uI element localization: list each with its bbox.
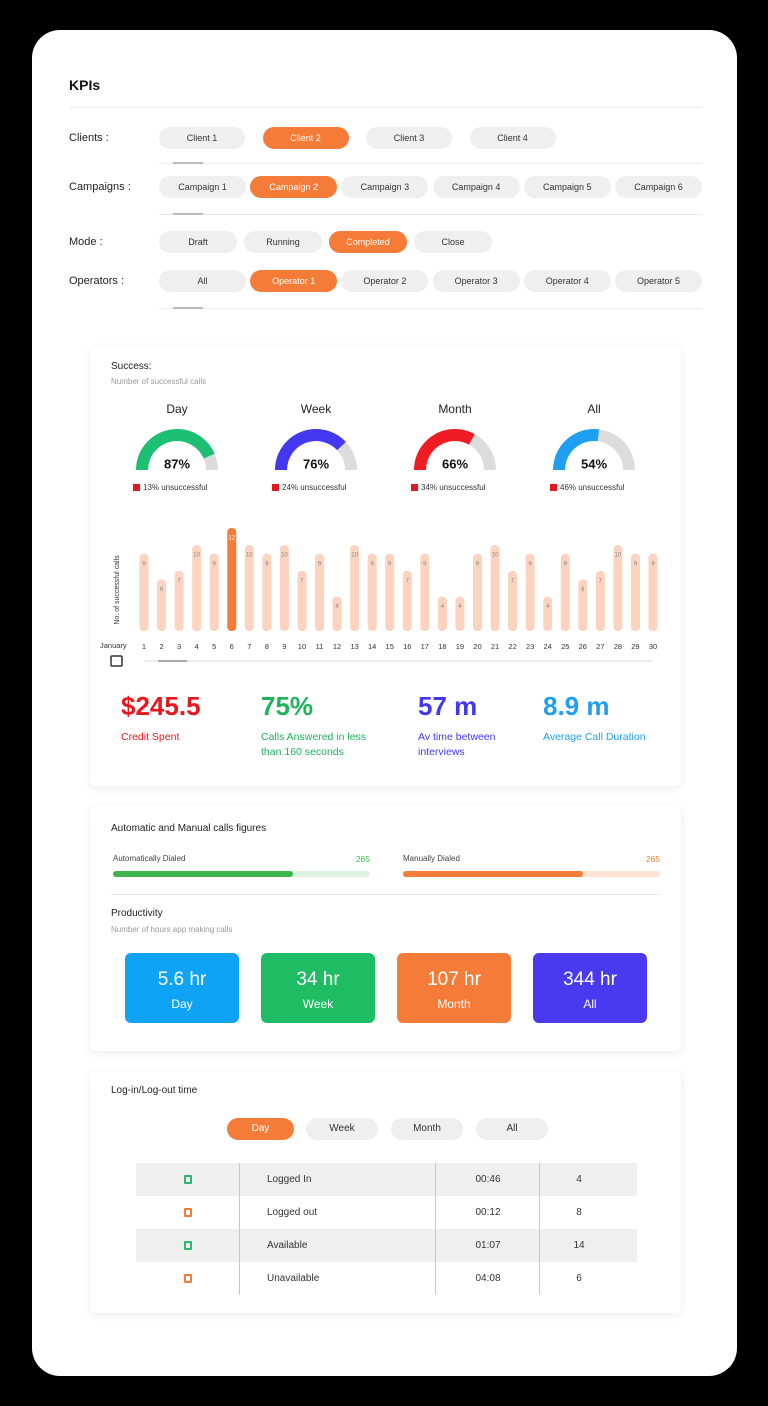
filter-pill[interactable]: Campaign 6 — [615, 176, 702, 198]
stat-label: Calls Answered in less than 160 seconds — [261, 731, 367, 758]
divider — [69, 107, 702, 108]
filter-pill[interactable]: Client 2 — [262, 127, 349, 149]
filter-pill[interactable]: Close — [414, 231, 492, 253]
divider — [159, 308, 702, 309]
filter-pill[interactable]: Campaign 3 — [341, 176, 429, 198]
stat-value: 57 m — [418, 691, 478, 721]
filter-label: Campaigns : — [69, 181, 131, 193]
progress-fill — [113, 871, 293, 877]
section-subtitle: Number of successful calls — [111, 377, 207, 386]
status-text: Logged In — [267, 1174, 312, 1185]
filter-pill[interactable]: Client 3 — [366, 127, 452, 149]
scroll-handle — [173, 213, 203, 215]
productivity-card — [397, 953, 511, 1023]
status-text: Logged out — [267, 1207, 318, 1218]
figure-label: Automatically Dialed — [113, 854, 186, 863]
time-text: 04:08 — [475, 1273, 501, 1284]
status-text: Available — [267, 1240, 308, 1251]
time-text: 00:46 — [475, 1174, 501, 1185]
count-text: 14 — [573, 1240, 585, 1251]
filter-pill[interactable]: Operator 2 — [341, 270, 429, 292]
filter-pill[interactable]: Operator 1 — [250, 270, 338, 292]
filter-pill[interactable]: Client 4 — [469, 127, 556, 149]
tab[interactable]: Day — [227, 1118, 294, 1140]
time-text: 00:12 — [475, 1207, 501, 1218]
count-text: 6 — [576, 1273, 582, 1284]
progress-fill — [403, 871, 583, 877]
tab[interactable]: All — [476, 1118, 548, 1140]
section-title: Success: — [111, 361, 152, 372]
filter-pill[interactable]: Operator 4 — [523, 270, 611, 292]
productivity-card — [125, 953, 239, 1023]
filter-pill[interactable]: Operator 5 — [615, 270, 702, 292]
section-subtitle: Number of hours app making calls — [111, 925, 233, 934]
card-label: All — [583, 997, 597, 1011]
status-icon — [184, 1241, 192, 1250]
card-label: Day — [171, 997, 193, 1011]
figure-label: Manually Dialed — [403, 854, 460, 863]
count-text: 8 — [576, 1207, 582, 1218]
status-icon — [184, 1208, 192, 1217]
filter-pill[interactable]: Operator 3 — [432, 270, 520, 292]
table-divider — [239, 1163, 240, 1295]
filter-label: Mode : — [69, 236, 103, 248]
productivity-card — [533, 953, 647, 1023]
card-value: 107 hr — [427, 969, 481, 990]
section-title: Productivity — [111, 908, 163, 919]
figure-value: 265 — [645, 854, 660, 864]
divider — [159, 214, 702, 215]
status-icon — [184, 1274, 192, 1283]
section-title: Log-in/Log-out time — [111, 1085, 198, 1096]
stat-label: Av time between interviews — [418, 731, 496, 758]
stat-label: Average Call Duration — [543, 731, 646, 743]
tab[interactable]: Month — [391, 1118, 463, 1140]
figure-value: 265 — [355, 854, 370, 864]
time-text: 01:07 — [475, 1240, 501, 1251]
filter-label: Operators : — [69, 275, 125, 287]
filter-pill[interactable]: Campaign 2 — [250, 176, 338, 198]
page-title: KPIs — [69, 77, 101, 93]
card-value: 5.6 hr — [157, 969, 207, 990]
filter-pill[interactable]: Completed — [329, 231, 407, 253]
table-row-bg — [136, 1163, 637, 1196]
filter-label: Clients : — [69, 132, 109, 144]
card-value: 34 hr — [296, 969, 340, 990]
card-label: Month — [437, 997, 471, 1011]
table-divider — [435, 1163, 436, 1295]
tab[interactable]: Week — [306, 1118, 378, 1140]
filter-pill[interactable]: Campaign 4 — [432, 176, 520, 198]
table-divider — [539, 1163, 540, 1295]
filter-pill[interactable]: Campaign 1 — [159, 176, 246, 198]
divider — [159, 163, 702, 164]
stat-label: Credit Spent — [121, 731, 180, 743]
table-row-bg — [136, 1229, 637, 1262]
filter-pill[interactable]: Campaign 5 — [523, 176, 611, 198]
status-text: Unavailable — [267, 1273, 320, 1284]
section-title: Automatic and Manual calls figures — [111, 823, 267, 834]
filter-pill[interactable]: Draft — [159, 231, 237, 253]
count-text: 4 — [576, 1174, 582, 1185]
divider — [111, 894, 660, 895]
status-icon — [184, 1175, 192, 1184]
productivity-card — [261, 953, 375, 1023]
card-label: Week — [302, 997, 334, 1011]
stat-value: $245.5 — [121, 691, 201, 721]
scroll-handle — [173, 307, 203, 309]
filter-pill[interactable]: All — [159, 270, 246, 292]
filter-pill[interactable]: Client 1 — [159, 127, 245, 149]
card-value: 344 hr — [563, 969, 617, 990]
filter-pill[interactable]: Running — [244, 231, 322, 253]
scroll-handle — [173, 162, 203, 164]
stat-value: 8.9 m — [543, 691, 610, 721]
stat-value: 75% — [261, 691, 314, 721]
